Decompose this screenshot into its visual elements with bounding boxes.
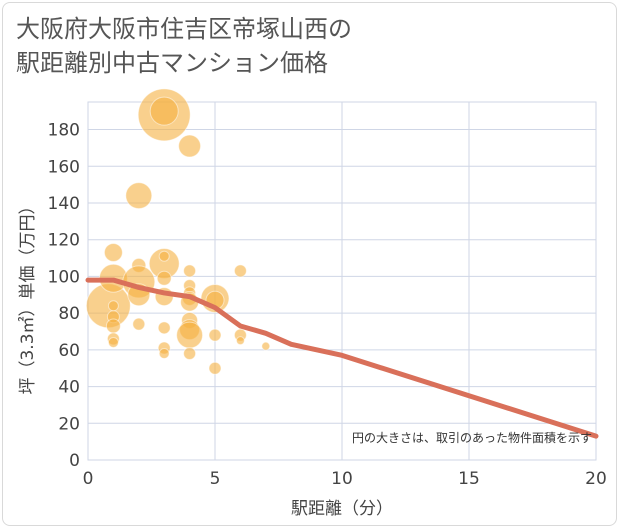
bubble-point (208, 361, 222, 375)
bubble-point (105, 318, 121, 334)
bubble-point (107, 300, 119, 312)
size-note: 円の大きさは、取引のあった物件面積を示す (352, 430, 592, 445)
y-axis-label: 坪（3.3㎡）単価（万円） (18, 197, 38, 394)
x-tick-label: 5 (210, 469, 221, 489)
bubble-point (176, 321, 204, 349)
x-tick-label: 0 (83, 469, 94, 489)
chart-card (2, 2, 617, 526)
bubble-point (103, 243, 123, 263)
y-tick-label: 180 (48, 121, 80, 141)
y-tick-label: 0 (69, 451, 80, 471)
bubble-point (125, 182, 153, 210)
chart-title: 大阪府大阪市住吉区帝塚山西の 駅距離別中古マンション価格 (16, 12, 576, 80)
bubble-point (178, 134, 202, 158)
y-tick-label: 80 (58, 304, 80, 324)
title-line-2: 駅距離別中古マンション価格 (16, 49, 328, 77)
y-tick-label: 20 (58, 414, 80, 434)
bubble-point (233, 264, 247, 278)
x-tick-label: 20 (585, 469, 607, 489)
bubble-point (183, 347, 197, 361)
bubble-point (157, 321, 171, 335)
bubble-point (156, 270, 172, 286)
y-tick-label: 160 (48, 157, 80, 177)
y-tick-label: 120 (48, 231, 80, 251)
trend-line-group (85, 277, 599, 439)
y-tick-label: 140 (48, 194, 80, 214)
bubble-point (149, 96, 179, 126)
bubble-point (132, 317, 146, 331)
trend-line (85, 277, 599, 439)
bubble-point (158, 348, 170, 360)
y-tick-label: 60 (58, 341, 80, 361)
bubble-point (158, 250, 170, 262)
title-line-1: 大阪府大阪市住吉区帝塚山西の (16, 15, 352, 43)
bubble-point (208, 328, 222, 342)
bubble-point (107, 337, 119, 349)
x-tick-label: 15 (458, 469, 480, 489)
bubble-point (261, 341, 271, 351)
bubbles (85, 88, 271, 375)
x-tick-label: 10 (331, 469, 353, 489)
axis-ticks: 0 20 40 60 80 100 120 140 160 180 0 5 10 15 20 (48, 121, 607, 489)
bubble-point (235, 336, 245, 346)
y-tick-label: 40 (58, 378, 80, 398)
y-tick-label: 100 (48, 267, 80, 287)
bubble-point (183, 264, 197, 278)
grid (87, 101, 597, 461)
x-axis-label: 駅距離（分） (291, 499, 393, 519)
